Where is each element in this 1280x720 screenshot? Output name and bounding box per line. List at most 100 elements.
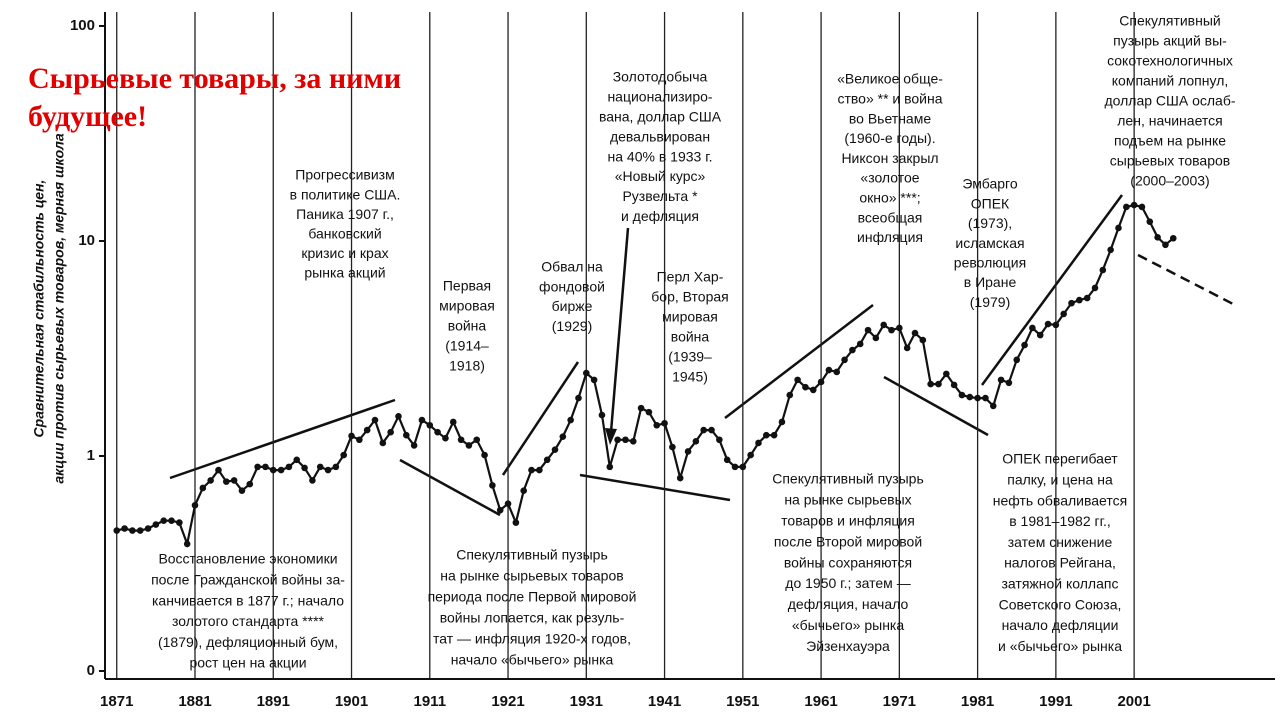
data-point xyxy=(974,394,981,402)
data-point xyxy=(489,482,496,489)
data-point xyxy=(129,527,136,534)
data-point xyxy=(1013,356,1021,364)
annotation: войны лопается, как резуль- xyxy=(440,610,625,626)
data-point xyxy=(778,418,786,426)
data-point xyxy=(817,378,825,386)
annotation: и «бычьего» рынка xyxy=(998,638,1122,654)
annotation: золотого стандарта **** xyxy=(172,613,325,629)
data-point xyxy=(465,442,473,449)
data-point xyxy=(731,463,739,471)
data-point xyxy=(176,519,183,526)
data-point xyxy=(246,480,254,488)
data-point xyxy=(1076,296,1083,304)
data-point xyxy=(583,369,590,377)
data-point xyxy=(849,346,856,354)
data-point xyxy=(207,477,214,484)
annotation: товаров и инфляция xyxy=(781,513,915,529)
data-point xyxy=(324,466,332,474)
data-point xyxy=(653,421,661,429)
y-tick-label: 1 xyxy=(87,447,95,464)
data-point xyxy=(1169,234,1177,242)
data-point xyxy=(403,431,410,439)
annotation: революция xyxy=(954,255,1026,271)
data-point xyxy=(1021,341,1028,349)
annotation: Спекулятивный пузырь xyxy=(456,547,608,563)
data-point xyxy=(230,477,238,484)
data-point xyxy=(747,451,754,459)
chart-title: будущее! xyxy=(28,100,147,133)
data-point xyxy=(121,525,128,532)
data-point xyxy=(277,466,285,474)
data-point xyxy=(888,326,895,334)
data-point xyxy=(332,463,340,471)
data-point xyxy=(723,456,731,464)
trend-line xyxy=(579,473,731,502)
data-point xyxy=(903,344,911,352)
data-point xyxy=(645,408,653,416)
pointer-arrow xyxy=(605,428,617,445)
annotation: (1914– xyxy=(445,338,489,354)
y-axis-label: Сравнительная стабильность цен, xyxy=(31,180,47,438)
data-point xyxy=(637,404,645,412)
annotation: банковский xyxy=(308,226,381,242)
annotation: Золотодобыча xyxy=(613,69,708,85)
data-point xyxy=(348,432,355,440)
data-point xyxy=(864,326,872,334)
data-point xyxy=(661,419,668,427)
data-point xyxy=(958,391,966,399)
data-point xyxy=(590,376,598,384)
data-point xyxy=(943,370,950,378)
annotation: фондовой xyxy=(539,278,605,294)
data-point xyxy=(880,321,887,329)
data-point xyxy=(387,428,394,436)
annotation: компаний лопнул, xyxy=(1112,73,1229,89)
data-point xyxy=(449,418,457,426)
annotation: Спекулятивный пузырь xyxy=(772,471,924,487)
trend-line xyxy=(169,398,396,480)
annotation: начало «бычьего» рынка xyxy=(451,652,614,668)
data-point xyxy=(872,334,880,342)
annotation: (1960-е годы). xyxy=(844,130,935,146)
data-point xyxy=(191,501,199,509)
annotation: сырьевых товаров xyxy=(1110,153,1230,169)
annotation: пузырь акций вы- xyxy=(1113,33,1227,49)
annotation: рост цен на акции xyxy=(189,655,306,671)
data-point xyxy=(113,527,121,534)
annotation: Перл Хар- xyxy=(657,269,724,285)
data-point xyxy=(215,466,222,474)
annotation: 1918) xyxy=(449,358,485,374)
data-point xyxy=(410,442,418,449)
data-point xyxy=(669,443,676,451)
annotation: Прогрессивизм xyxy=(295,167,394,183)
data-point xyxy=(841,356,848,364)
annotation: война xyxy=(448,318,487,334)
annotation: война xyxy=(671,329,710,345)
data-point xyxy=(340,451,347,459)
annotation: налогов Рейгана, xyxy=(1004,555,1116,571)
data-point xyxy=(254,463,261,471)
data-point xyxy=(809,386,817,394)
annotation: (1929) xyxy=(552,318,592,334)
annotation: мировая xyxy=(662,309,718,325)
annotation: подъем на рынке xyxy=(1114,133,1226,149)
data-point xyxy=(919,336,927,344)
data-point xyxy=(293,456,301,464)
data-point xyxy=(966,393,974,401)
data-point xyxy=(1091,284,1099,292)
annotation: Спекулятивный xyxy=(1119,13,1221,29)
annotation: исламская xyxy=(955,235,1024,251)
annotation: девальвирован xyxy=(610,128,710,144)
x-tick-label: 1931 xyxy=(570,693,603,710)
data-point xyxy=(144,525,152,532)
data-point xyxy=(833,368,841,376)
data-point xyxy=(575,394,582,402)
annotation: «золотое xyxy=(860,170,919,186)
data-point xyxy=(536,466,543,474)
annotation: затем снижение xyxy=(1008,534,1113,550)
data-point xyxy=(1138,203,1146,211)
data-point xyxy=(1154,234,1161,241)
data-point xyxy=(496,506,504,514)
x-tick-label: 1881 xyxy=(178,693,211,710)
data-point xyxy=(1068,299,1075,307)
annotation: на 40% в 1933 г. xyxy=(608,148,713,164)
